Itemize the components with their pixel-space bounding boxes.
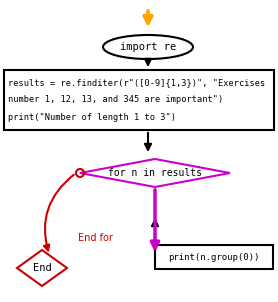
Text: import re: import re xyxy=(120,42,176,52)
Text: results = re.finditer(r"([0-9]{1,3})", "Exercises: results = re.finditer(r"([0-9]{1,3})", "… xyxy=(8,79,265,88)
Text: End: End xyxy=(33,263,51,273)
Text: End for: End for xyxy=(78,233,112,243)
Text: print(n.group(0)): print(n.group(0)) xyxy=(168,252,260,262)
FancyBboxPatch shape xyxy=(155,245,273,269)
Text: print("Number of length 1 to 3"): print("Number of length 1 to 3") xyxy=(8,113,176,121)
Text: for n in results: for n in results xyxy=(108,168,202,178)
Text: number 1, 12, 13, and 345 are important"): number 1, 12, 13, and 345 are important"… xyxy=(8,95,223,104)
FancyBboxPatch shape xyxy=(4,70,274,130)
